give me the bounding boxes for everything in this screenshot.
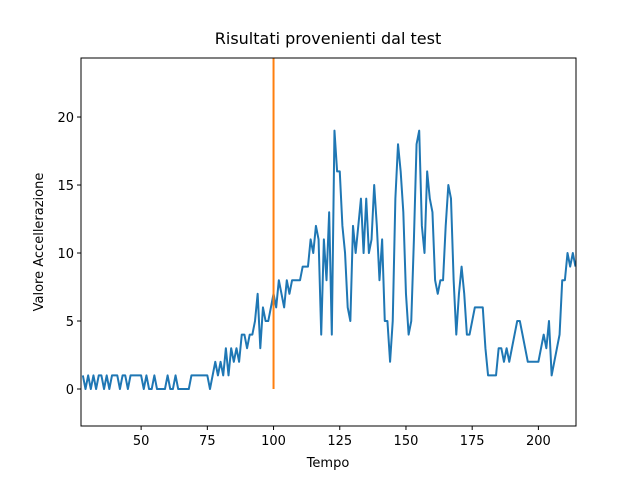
x-tick-label: 150 [394, 434, 419, 449]
data-line [81, 129, 576, 391]
x-tick-label: 75 [199, 434, 216, 449]
x-axis-label: Tempo [306, 456, 350, 471]
x-tick-label: 100 [261, 434, 286, 449]
chart-title: Risultati provenienti dal test [215, 29, 441, 48]
y-tick-label: 20 [57, 111, 74, 126]
y-tick-label: 15 [57, 179, 74, 194]
x-tick-label: 175 [460, 434, 485, 449]
x-tick-label: 200 [526, 434, 551, 449]
x-tick-label: 125 [327, 434, 352, 449]
plot-frame [80, 57, 577, 427]
y-axis-label: Valore Accellerazione [32, 173, 47, 312]
y-tick-label: 10 [57, 247, 74, 262]
y-tick-label: 5 [66, 315, 74, 330]
x-tick-label: 50 [133, 434, 150, 449]
y-tick-label: 0 [66, 383, 74, 398]
